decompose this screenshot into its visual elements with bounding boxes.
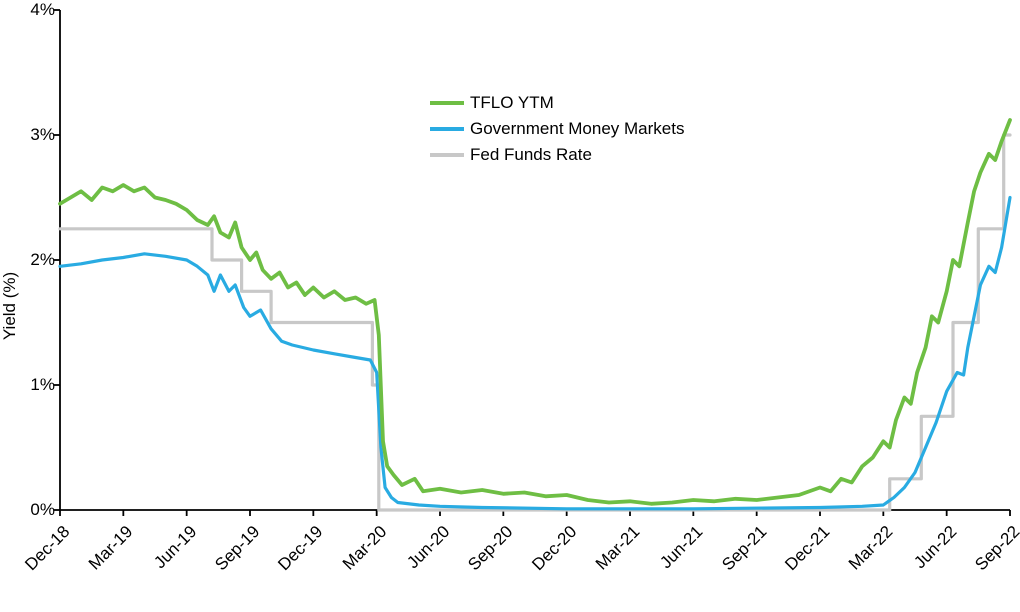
legend-swatch (430, 153, 464, 157)
legend-swatch (430, 127, 464, 131)
x-tick-label: Dec-18 (18, 522, 75, 579)
x-tick-label: Jun-22 (904, 522, 961, 579)
x-tick-label: Dec-21 (778, 522, 835, 579)
x-tick-label: Dec-19 (271, 522, 328, 579)
legend-item: TFLO YTM (430, 90, 684, 116)
x-tick-label: Mar-22 (841, 522, 898, 579)
legend-swatch (430, 101, 464, 105)
x-tick-label: Jun-19 (144, 522, 201, 579)
legend-label: Fed Funds Rate (470, 145, 592, 165)
x-tick-label: Mar-20 (334, 522, 391, 579)
x-tick-label: Mar-19 (81, 522, 138, 579)
x-tick-label: Dec-20 (524, 522, 581, 579)
legend-item: Government Money Markets (430, 116, 684, 142)
legend: TFLO YTM Government Money Markets Fed Fund… (430, 90, 684, 168)
x-tick-label: Sep-22 (968, 522, 1020, 579)
x-tick-label: Sep-20 (461, 522, 518, 579)
x-tick-label: Sep-21 (714, 522, 771, 579)
legend-item: Fed Funds Rate (430, 142, 684, 168)
legend-label: TFLO YTM (470, 93, 554, 113)
x-tick-label: Jun-21 (651, 522, 708, 579)
x-tick-label: Sep-19 (208, 522, 265, 579)
legend-label: Government Money Markets (470, 119, 684, 139)
yield-chart: Yield (%) 0%1%2%3%4% Dec-18Mar-19Jun-19S… (0, 0, 1020, 612)
x-tick-label: Mar-21 (588, 522, 645, 579)
x-tick-label: Jun-20 (398, 522, 455, 579)
